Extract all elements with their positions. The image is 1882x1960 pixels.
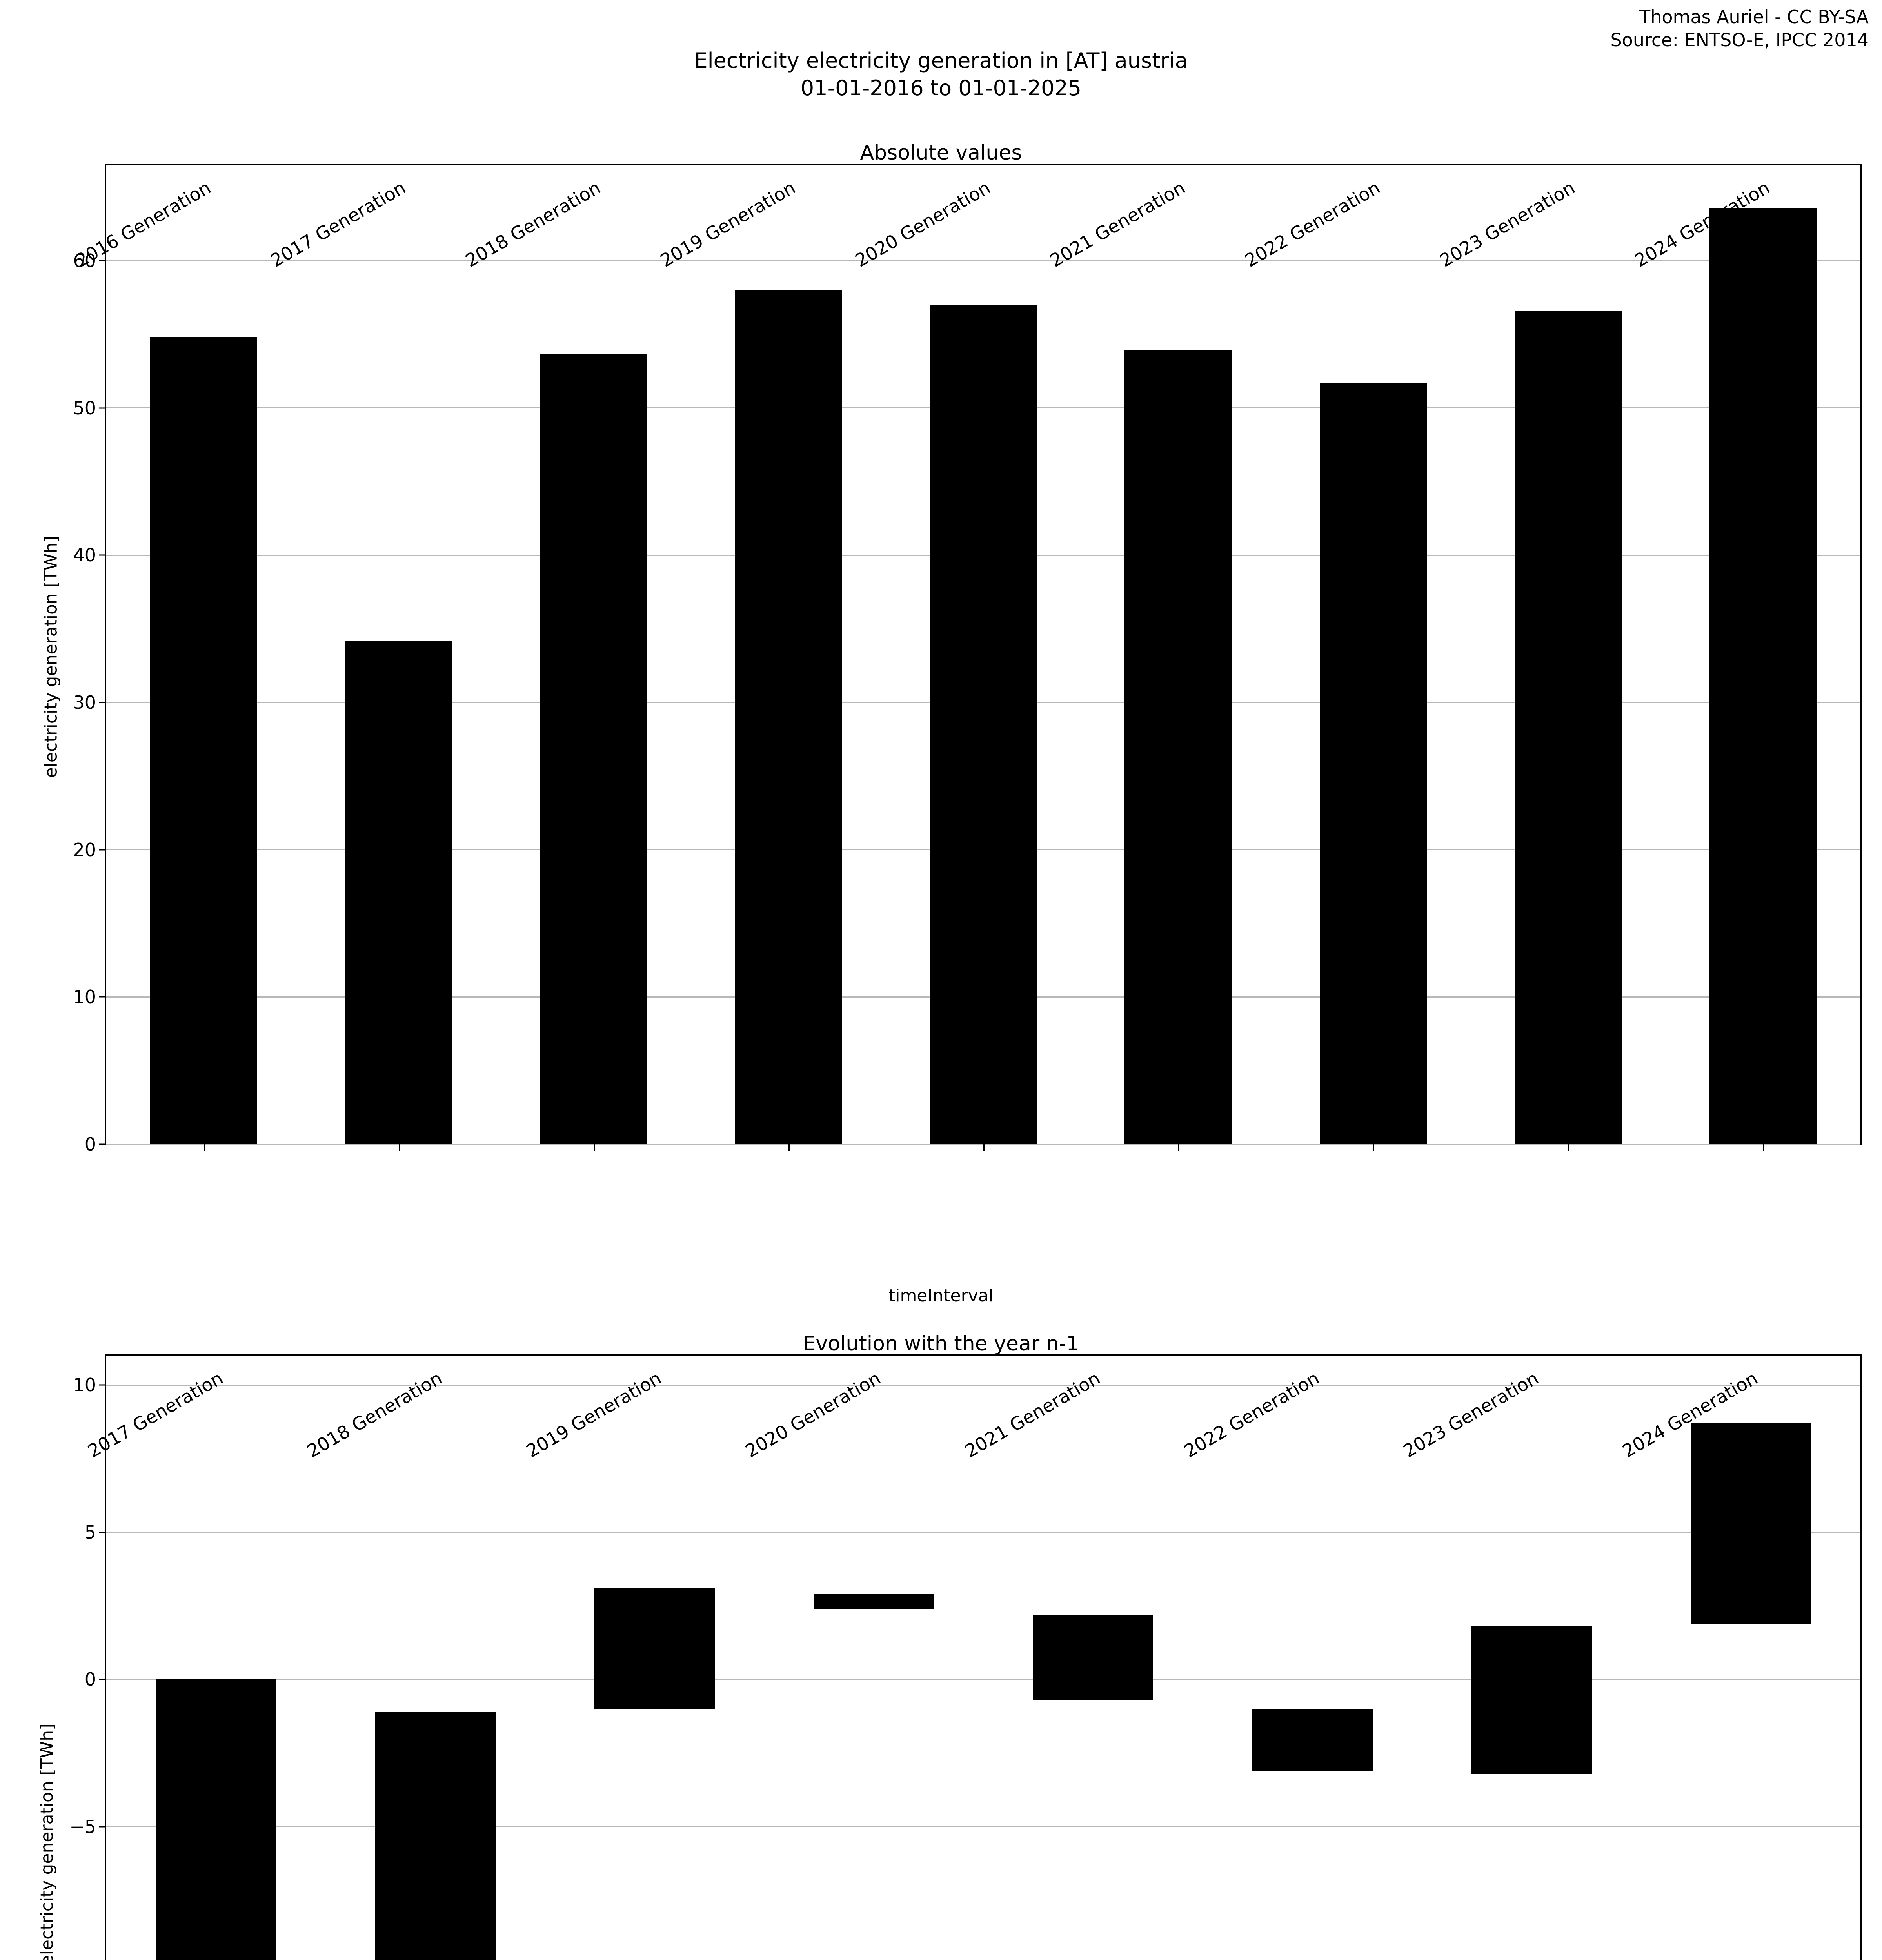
bar <box>1471 1626 1592 1774</box>
chart2-y-axis-label: electricity generation [TWh] <box>37 1723 57 1960</box>
credit-attribution: Thomas Auriel - CC BY-SA Source: ENTSO-E… <box>1610 6 1869 51</box>
y-tick-mark <box>99 1532 106 1533</box>
y-tick-label: 20 <box>73 839 96 860</box>
x-tick-mark <box>1568 1144 1570 1151</box>
bar <box>155 1679 276 1960</box>
chart2-title: Evolution with the year n-1 <box>803 1332 1079 1356</box>
gridline <box>106 1679 1860 1680</box>
y-tick-label: 30 <box>73 692 96 713</box>
y-tick-label: 0 <box>84 1134 96 1155</box>
chart1-title: Absolute values <box>860 141 1022 165</box>
bar <box>1252 1709 1373 1771</box>
y-tick-mark <box>99 1384 106 1386</box>
x-tick-mark <box>788 1144 790 1151</box>
x-tick-label: 2022 Generation <box>1241 177 1384 271</box>
gridline <box>106 260 1860 261</box>
y-tick-mark <box>99 260 106 261</box>
x-tick-mark <box>398 1144 400 1151</box>
x-tick-label: 2018 Generation <box>461 177 604 271</box>
figure-suptitle: Electricity electricity generation in [A… <box>694 48 1188 101</box>
x-tick-mark <box>1373 1144 1375 1151</box>
bar <box>540 353 647 1144</box>
bar <box>813 1594 934 1609</box>
y-tick-label: 10 <box>73 1374 96 1396</box>
chart1-y-axis-label: electricity generation [TWh] <box>41 535 61 778</box>
bar <box>375 1711 496 1960</box>
y-tick-label: 5 <box>84 1521 96 1543</box>
y-tick-label: 10 <box>73 986 96 1008</box>
bar <box>1124 350 1232 1144</box>
bar <box>345 641 452 1144</box>
chart1-x-axis-label: timeInterval <box>888 1286 994 1306</box>
bar <box>1514 310 1622 1144</box>
y-tick-mark <box>99 407 106 409</box>
x-tick-mark <box>983 1144 985 1151</box>
bar <box>1709 207 1817 1144</box>
bar <box>735 290 842 1144</box>
gridline <box>106 1826 1860 1828</box>
chart1-plot-area: 0 10 20 30 40 50 60 2016 Generation 2017 Generat… <box>72 164 1862 1155</box>
bar <box>930 305 1037 1144</box>
bar <box>1319 383 1427 1144</box>
y-tick-mark <box>99 1143 106 1145</box>
y-tick-label: 40 <box>73 544 96 566</box>
gridline <box>106 1384 1860 1386</box>
y-tick-mark <box>99 849 106 851</box>
y-tick-label: −5 <box>69 1816 96 1837</box>
bar <box>1032 1615 1154 1700</box>
bar <box>150 337 258 1144</box>
y-tick-label: 60 <box>73 250 96 272</box>
y-tick-label: 50 <box>73 397 96 419</box>
x-tick-label: 2017 Generation <box>84 1367 227 1462</box>
bar <box>594 1588 715 1709</box>
bar <box>1690 1423 1811 1624</box>
x-tick-mark <box>1178 1144 1180 1151</box>
y-tick-mark <box>99 1679 106 1680</box>
x-tick-mark <box>203 1144 205 1151</box>
x-tick-mark <box>1763 1144 1764 1151</box>
y-tick-label: 0 <box>84 1669 96 1690</box>
y-tick-mark <box>99 702 106 703</box>
x-tick-mark <box>593 1144 595 1151</box>
gridline <box>106 1532 1860 1533</box>
y-tick-mark <box>99 554 106 556</box>
y-tick-mark <box>99 1826 106 1828</box>
y-tick-mark <box>99 996 106 998</box>
